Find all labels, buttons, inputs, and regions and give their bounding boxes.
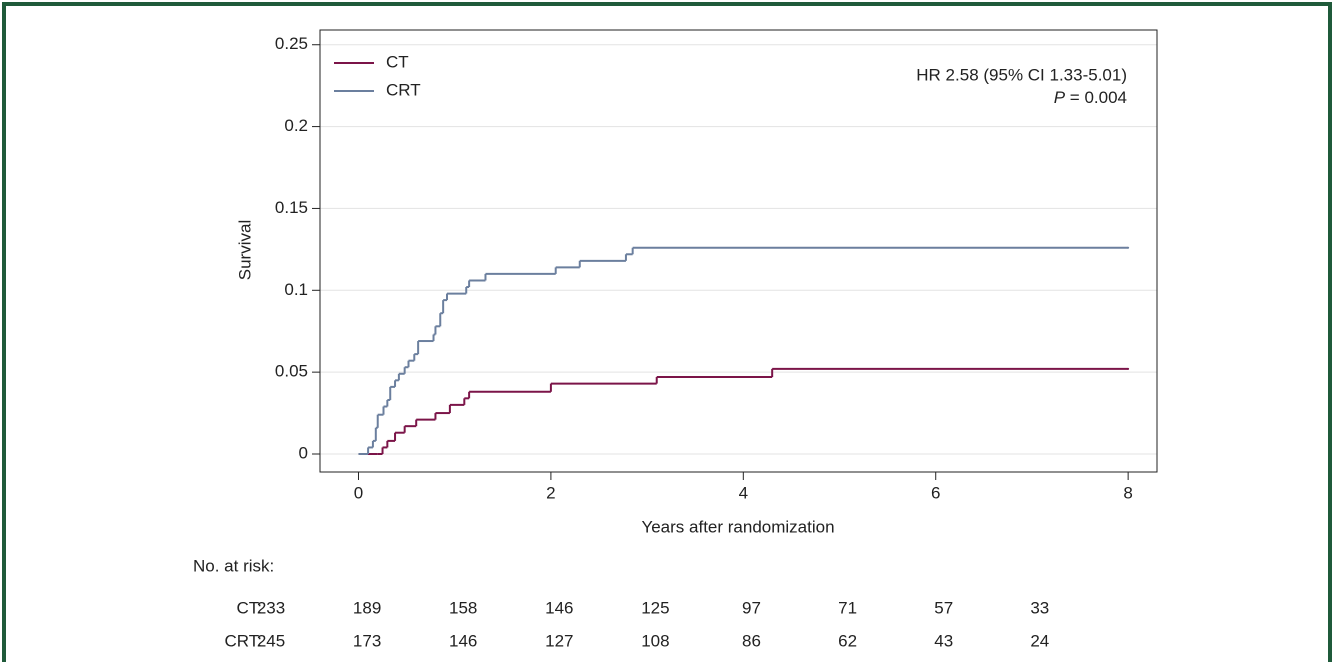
- risk-value: 146: [449, 631, 477, 650]
- x-tick-label: 8: [1123, 483, 1132, 502]
- y-axis-label: Survival: [235, 220, 254, 280]
- y-tick-label: 0.2: [284, 116, 308, 135]
- risk-value: 24: [1030, 631, 1049, 650]
- risk-value: 127: [545, 631, 573, 650]
- risk-value: 62: [838, 631, 857, 650]
- x-tick-label: 2: [546, 483, 555, 502]
- y-tick-label: 0.05: [275, 362, 308, 381]
- y-tick-label: 0.15: [275, 198, 308, 217]
- plot-frame: [319, 29, 1158, 473]
- annotation: HR 2.58 (95% CI 1.33-5.01): [916, 65, 1127, 84]
- p-annotation: P = 0.004: [1054, 88, 1127, 107]
- risk-value: 245: [257, 631, 285, 650]
- risk-value: 173: [353, 631, 381, 650]
- risk-value: 108: [641, 631, 669, 650]
- risk-value: 158: [449, 598, 477, 617]
- p-value: = 0.004: [1070, 88, 1127, 107]
- y-tick-label: 0.25: [275, 34, 308, 53]
- p-label: P: [1054, 88, 1066, 107]
- risk-row-label: CRT:: [225, 631, 262, 650]
- legend-label: CT: [386, 52, 409, 71]
- risk-title: No. at risk:: [193, 556, 274, 575]
- x-axis-label: Years after randomization: [641, 517, 834, 536]
- risk-value: 33: [1030, 598, 1049, 617]
- risk-value: 97: [742, 598, 761, 617]
- x-tick-label: 0: [354, 483, 363, 502]
- step-end: [1127, 246, 1130, 249]
- risk-value: 146: [545, 598, 573, 617]
- y-tick-label: 0: [299, 443, 308, 462]
- risk-value: 233: [257, 598, 285, 617]
- risk-value: 71: [838, 598, 857, 617]
- risk-value: 189: [353, 598, 381, 617]
- risk-row-label: CT:: [237, 598, 263, 617]
- step-end: [1127, 367, 1130, 370]
- y-tick-label: 0.1: [284, 280, 308, 299]
- risk-value: 43: [934, 631, 953, 650]
- risk-value: 86: [742, 631, 761, 650]
- legend-label: CRT: [386, 80, 421, 99]
- x-tick-label: 4: [739, 483, 748, 502]
- x-tick-label: 6: [931, 483, 940, 502]
- risk-value: 125: [641, 598, 669, 617]
- risk-value: 57: [934, 598, 953, 617]
